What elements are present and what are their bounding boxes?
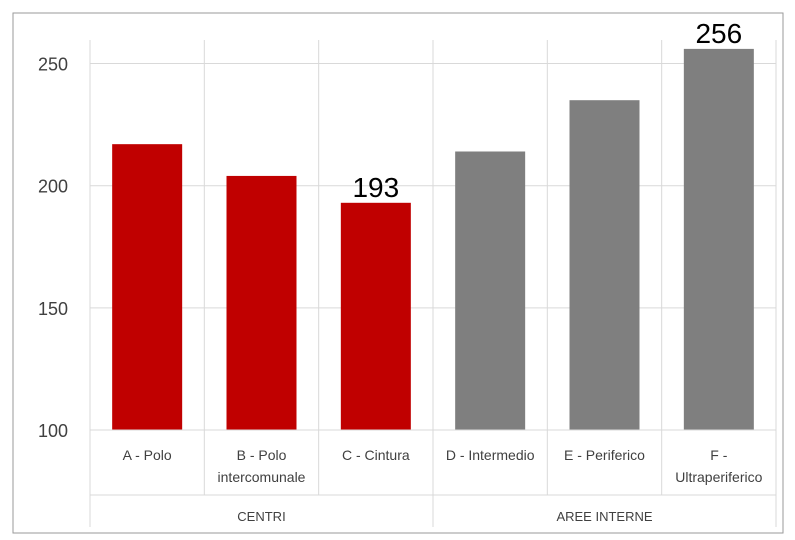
x-tick-label: F -Ultraperiferico [675,447,762,485]
group-label: CENTRI [237,509,285,524]
y-tick-label: 250 [38,55,68,75]
bar [569,100,640,430]
bar [340,202,411,430]
y-axis: 100 150 200 250 [38,55,68,441]
x-tick-label: E - Periferico [564,447,645,463]
data-label: 193 [352,172,399,203]
data-label: 256 [695,18,742,49]
x-tick-label: D - Intermedio [446,447,535,463]
y-tick-label: 200 [38,177,68,197]
x-tick-label: C - Cintura [342,447,410,463]
bar [226,175,297,430]
data-labels: 193 256 [352,18,742,203]
y-tick-label: 100 [38,421,68,441]
bar [455,151,526,431]
bar [683,48,754,430]
bars [112,48,754,431]
y-tick-label: 150 [38,299,68,319]
gridlines [89,40,777,430]
bar [112,144,183,430]
group-label: AREE INTERNE [556,509,652,524]
x-tick-label: B - Polo intercomunale [218,447,306,485]
x-axis: A - Polo B - Polo intercomunale C - Cintura… [89,429,777,527]
x-tick-label: A - Polo [123,447,172,463]
